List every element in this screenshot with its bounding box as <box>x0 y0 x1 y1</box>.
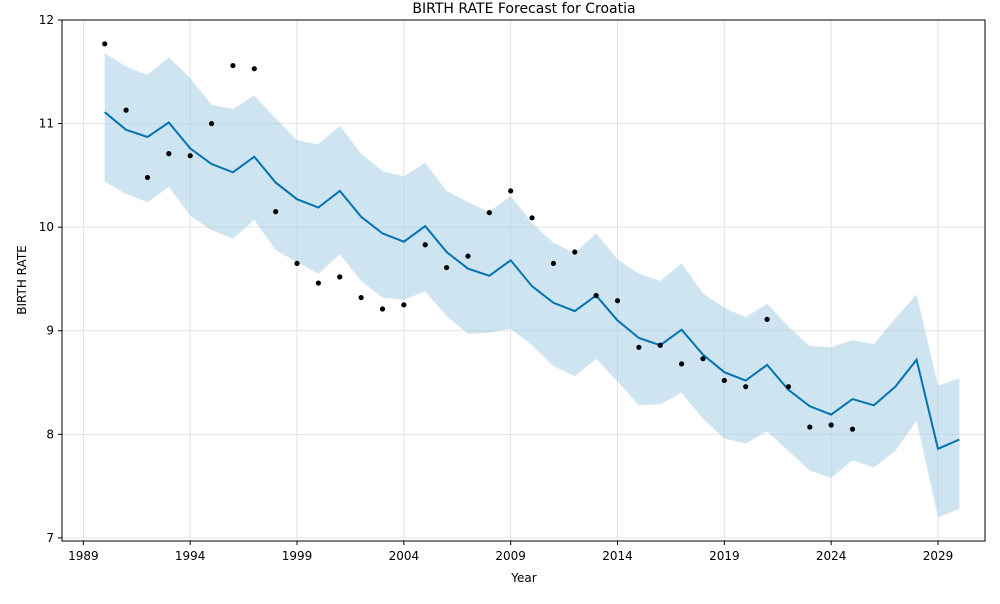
actual-point <box>657 342 663 348</box>
y-tick-label: 12 <box>39 13 54 27</box>
actual-point <box>486 210 492 216</box>
actual-point <box>294 260 300 267</box>
x-tick-label: 2009 <box>495 549 526 563</box>
y-axis-label: BIRTH RATE <box>15 245 29 314</box>
actual-point <box>529 215 535 221</box>
actual-point <box>593 292 599 299</box>
x-tick-label: 2024 <box>816 549 847 563</box>
chart-title: BIRTH RATE Forecast for Croatia <box>412 1 635 17</box>
actual-point <box>401 302 407 308</box>
actual-point <box>721 377 727 384</box>
actual-point <box>764 316 770 322</box>
actual-point <box>358 294 364 301</box>
y-tick-label: 11 <box>39 117 54 131</box>
actual-point <box>315 280 321 286</box>
plot-frame <box>61 19 986 542</box>
actual-point <box>251 66 257 72</box>
x-tick-label: 1994 <box>175 549 206 563</box>
x-axis-label: Year <box>510 571 536 585</box>
actual-point <box>337 274 343 280</box>
actual-point <box>508 188 514 194</box>
actual-point <box>636 344 642 350</box>
x-tick-label: 1999 <box>282 549 313 563</box>
y-axis: 7 8 9 10 11 12 <box>39 13 62 545</box>
actual-point <box>679 361 685 367</box>
actual-point <box>828 422 834 428</box>
actual-point <box>379 306 386 312</box>
actual-point <box>422 242 428 248</box>
actual-point <box>700 356 706 362</box>
actual-point <box>208 120 215 127</box>
y-tick-label: 8 <box>46 427 54 441</box>
actual-point <box>443 264 450 271</box>
actual-point <box>102 41 108 47</box>
actual-point <box>144 174 151 181</box>
x-tick-label: 2004 <box>389 549 420 563</box>
actual-point <box>807 424 813 430</box>
actual-point <box>230 62 236 69</box>
actual-point <box>785 384 792 390</box>
actual-point <box>550 260 557 267</box>
actual-point <box>273 209 279 215</box>
y-tick-label: 7 <box>46 531 54 545</box>
x-tick-label: 2014 <box>602 549 633 563</box>
actual-point <box>123 107 129 113</box>
actual-point <box>743 384 749 390</box>
x-tick-label: 2019 <box>709 549 740 563</box>
y-tick-label: 9 <box>46 324 54 338</box>
actual-points-layer <box>102 41 856 432</box>
actual-point <box>166 151 172 157</box>
actual-point <box>572 249 578 255</box>
actual-point <box>187 153 193 159</box>
actual-point <box>614 298 621 304</box>
x-tick-label: 1989 <box>68 549 99 563</box>
y-tick-label: 10 <box>39 220 54 234</box>
actual-point <box>465 253 471 259</box>
forecast-line <box>104 111 960 451</box>
actual-point <box>849 426 856 432</box>
x-axis: 1989 1994 1999 2004 2009 2014 2019 2024 2029 <box>68 541 953 563</box>
x-tick-label: 2029 <box>923 549 954 563</box>
